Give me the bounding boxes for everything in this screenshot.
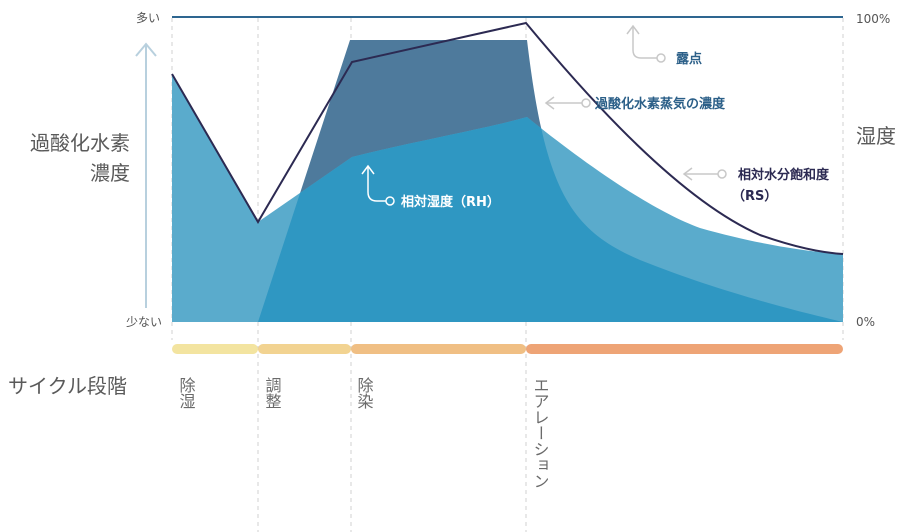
left-axis-bottom-label: 少ない [126, 315, 162, 329]
dew-point-callout [626, 24, 666, 63]
relative-saturation-line [171, 21, 844, 255]
left-axis-arrow [135, 42, 157, 308]
relative-humidity-label: 相対湿度（RH） [401, 194, 500, 210]
phase-label-aeration: エアレーション [531, 377, 550, 489]
relative-saturation-callout [682, 167, 727, 181]
phase-label-decontamination: 除染 [355, 377, 374, 409]
right-axis-title: 湿度 [856, 124, 896, 148]
left-axis-title-line1: 過酸化水素 [30, 131, 130, 155]
left-axis-title-line2: 濃度 [90, 161, 130, 185]
dew-point-label: 露点 [676, 51, 702, 67]
phase-label-conditioning: 調整 [263, 377, 282, 409]
relative-saturation-label-line1: 相対水分飽和度 [738, 167, 830, 183]
h2o2-vapor-label: 過酸化水素蒸気の濃度 [594, 96, 726, 112]
relative-saturation-label-line2: （RS） [732, 188, 777, 204]
right-axis-top-label: 100% [856, 12, 890, 26]
right-axis-bottom-label: 0% [856, 315, 875, 329]
h2o2-vapor-callout [544, 96, 591, 110]
relative-humidity-callout [361, 164, 395, 206]
cycle-stage-title: サイクル段階 [8, 374, 127, 398]
left-axis-top-label: 多い [136, 11, 160, 25]
phase-label-dehumidify: 除湿 [177, 377, 196, 409]
